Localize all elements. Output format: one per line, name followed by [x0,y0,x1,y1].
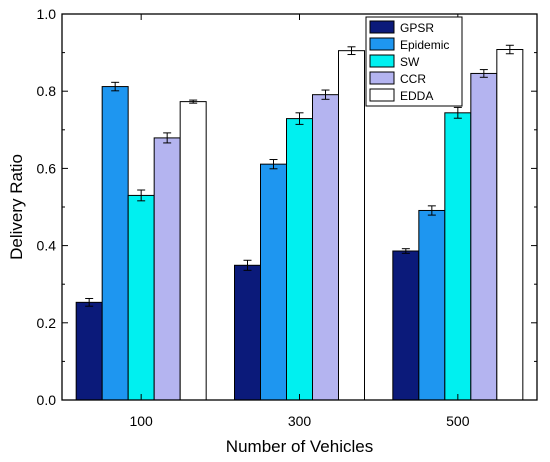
legend-label-sw: SW [400,55,420,69]
bar-gpsr-300 [234,264,261,401]
x-tick-label: 100 [129,413,153,429]
bar-epidemic-500 [418,209,446,401]
y-tick-label: 0.4 [37,238,57,254]
y-tick-label: 0.8 [37,83,57,99]
error-bar-gpsr-300 [243,259,252,271]
y-tick-label: 0.0 [37,392,57,408]
y-axis-title: Delivery Ratio [7,154,26,260]
bar-gpsr-500 [392,250,420,401]
error-bar-epidemic-300 [269,159,278,170]
bar-ccr-100 [153,137,181,401]
legend-swatch-edda [369,88,395,102]
error-bar-sw-500 [453,106,462,119]
error-bar-ccr-100 [163,132,172,144]
bar-ccr-300 [312,94,339,401]
error-bar-epidemic-100 [111,81,120,92]
legend: GPSR Epidemic SW CCR EDDA [365,16,463,107]
legend-swatch-sw [369,54,395,68]
bar-epidemic-300 [260,163,287,401]
bar-edda-100 [179,101,207,401]
error-bars-layer [85,44,514,307]
x-tick-label: 300 [288,413,312,429]
legend-swatch-gpsr [369,20,395,34]
bar-gpsr-100 [75,301,103,401]
y-tick-label: 0.6 [37,160,57,176]
error-bar-ccr-500 [479,69,488,78]
legend-label-gpsr: GPSR [400,21,434,35]
legend-swatch-epidemic [369,37,395,51]
error-bar-gpsr-500 [401,248,410,254]
x-axis-title: Number of Vehicles [226,437,373,456]
legend-swatch-ccr [369,71,395,85]
bar-epidemic-100 [101,86,129,401]
axes-layer: 100 300 500 0.0 0.2 0.4 0.6 0.8 1.0 [37,6,537,429]
legend-label-edda: EDDA [400,89,433,103]
bar-sw-500 [444,112,472,401]
error-bar-epidemic-500 [427,205,436,216]
error-bar-edda-100 [189,99,198,104]
bars-layer [75,49,524,401]
legend-label-ccr: CCR [400,72,426,86]
y-tick-label: 1.0 [37,6,57,22]
bar-ccr-500 [470,72,498,401]
error-bar-ccr-300 [321,89,330,100]
error-bar-edda-500 [505,44,514,55]
error-bar-edda-300 [347,46,356,56]
bar-sw-300 [286,118,313,401]
error-bar-sw-100 [137,189,146,202]
bar-sw-100 [127,194,155,401]
bar-edda-300 [338,50,365,401]
legend-label-epidemic: Epidemic [400,38,449,52]
error-bar-sw-300 [295,112,304,125]
x-tick-label: 500 [446,413,470,429]
bar-edda-500 [496,49,524,401]
error-bar-gpsr-100 [85,297,94,307]
y-tick-label: 0.2 [37,315,57,331]
